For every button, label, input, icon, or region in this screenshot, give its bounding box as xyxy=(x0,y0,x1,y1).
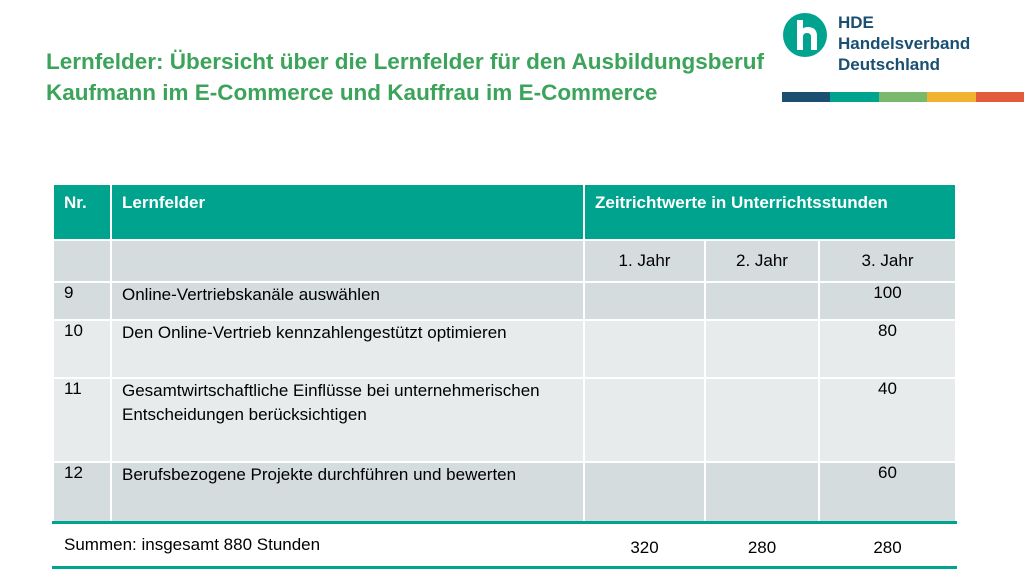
header-zeitrichtwerte: Zeitrichtwerte in Unterrichtsstunden xyxy=(582,183,958,241)
row-year-2 xyxy=(704,461,820,523)
row-year-2 xyxy=(704,377,820,463)
logo-stripes xyxy=(782,92,1024,102)
logo-line-1: HDE xyxy=(838,13,874,32)
logo-stripe xyxy=(878,92,928,102)
row-lernfeld: Online-Vertriebskanäle auswählen xyxy=(110,281,585,321)
row-year-3: 80 xyxy=(817,319,958,379)
empty-cell xyxy=(110,239,585,283)
logo-stripe xyxy=(975,92,1024,102)
hde-h-icon xyxy=(783,13,827,57)
header-lernfelder: Lernfelder xyxy=(110,183,585,241)
year-1-header: 1. Jahr xyxy=(583,239,706,283)
row-lernfeld: Den Online-Vertrieb kennzahlengestützt o… xyxy=(110,319,585,379)
logo-stripe xyxy=(830,92,879,102)
row-nr: 10 xyxy=(52,319,112,379)
sum-year-2: 280 xyxy=(704,520,820,569)
row-year-1 xyxy=(583,281,706,321)
logo-stripe xyxy=(782,92,831,102)
year-3-header: 3. Jahr xyxy=(817,239,958,283)
header-nr: Nr. xyxy=(52,183,112,241)
table-row: 10 Den Online-Vertrieb kennzahlengestütz… xyxy=(52,319,958,379)
sum-label: Summen: insgesamt 880 Stunden xyxy=(52,520,585,569)
row-nr: 12 xyxy=(52,461,112,523)
logo-text: HDE Handelsverband Deutschland xyxy=(838,12,970,75)
logo-stripe xyxy=(927,92,976,102)
table-row: 11 Gesamtwirtschaftliche Einflüsse bei u… xyxy=(52,377,958,463)
row-year-1 xyxy=(583,319,706,379)
row-year-1 xyxy=(583,461,706,523)
row-year-2 xyxy=(704,281,820,321)
row-lernfeld: Berufsbezogene Projekte durchführen und … xyxy=(110,461,585,523)
lernfelder-table: Nr. Lernfelder Zeitrichtwerte in Unterri… xyxy=(52,183,958,569)
row-year-3: 100 xyxy=(817,281,958,321)
empty-cell xyxy=(52,239,112,283)
row-year-1 xyxy=(583,377,706,463)
table-header-row: Nr. Lernfelder Zeitrichtwerte in Unterri… xyxy=(52,183,958,241)
row-year-3: 60 xyxy=(817,461,958,523)
row-year-3: 40 xyxy=(817,377,958,463)
row-nr: 9 xyxy=(52,281,112,321)
years-row: 1. Jahr 2. Jahr 3. Jahr xyxy=(52,239,958,283)
page-title: Lernfelder: Übersicht über die Lernfelde… xyxy=(46,49,765,105)
table-row: 9 Online-Vertriebskanäle auswählen 100 xyxy=(52,281,958,321)
logo-line-2: Handelsverband xyxy=(838,34,971,53)
row-lernfeld: Gesamtwirtschaftliche Einflüsse bei unte… xyxy=(110,377,585,463)
table-row: 12 Berufsbezogene Projekte durchführen u… xyxy=(52,461,958,523)
row-nr: 11 xyxy=(52,377,112,463)
sum-year-3: 280 xyxy=(817,520,958,569)
year-2-header: 2. Jahr xyxy=(704,239,820,283)
logo-line-3: Deutschland xyxy=(838,55,941,74)
hde-logo: HDE Handelsverband Deutschland xyxy=(782,10,1024,104)
sum-year-1: 320 xyxy=(583,520,706,569)
row-year-2 xyxy=(704,319,820,379)
sum-row: Summen: insgesamt 880 Stunden 320 280 28… xyxy=(52,520,958,569)
